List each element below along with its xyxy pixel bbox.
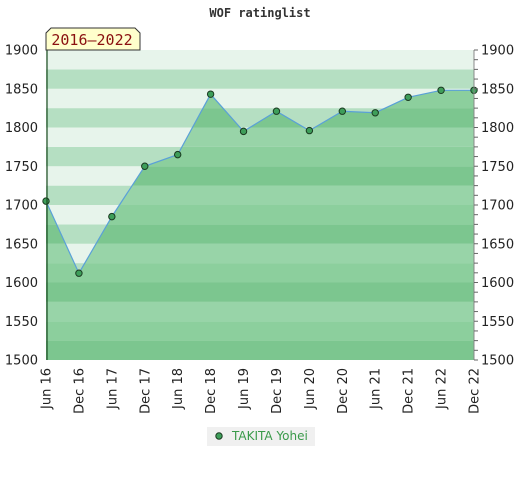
y-tick-label: 1650 [481, 237, 514, 252]
data-point-dec-17 [141, 162, 149, 170]
y-tick-label: 1600 [5, 276, 38, 291]
data-point-jun-16 [42, 197, 50, 205]
data-point-jun-18 [173, 150, 182, 159]
background-band [46, 69, 474, 89]
x-tick-label: Jun 21 [369, 368, 384, 410]
y-tick-label: 1850 [5, 82, 38, 97]
x-tick-label: Jun 18 [171, 368, 186, 410]
data-point-jun-17 [108, 212, 116, 221]
y-tick-label: 1800 [481, 121, 514, 136]
y-tick-label: 1700 [481, 199, 514, 214]
area-fill-band [46, 340, 474, 360]
legend: TAKITA Yohei [207, 427, 315, 446]
area-fill-band [46, 166, 474, 186]
axes [46, 49, 478, 361]
period-badge-text: 2016–2022 [51, 31, 132, 49]
data-point-jun-22 [437, 86, 445, 95]
y-tick-label: 1750 [5, 160, 38, 175]
chart-title: WOF ratinglist [209, 6, 310, 20]
data-point-dec-19 [272, 107, 281, 115]
y-tick-label: 1700 [5, 199, 38, 214]
x-tick-label: Dec 19 [270, 368, 285, 414]
x-tick-label: Dec 18 [204, 368, 219, 414]
area-fill-band [46, 263, 474, 283]
y-tick-label: 1650 [5, 237, 38, 252]
y-tick-label: 1900 [481, 44, 514, 59]
legend-box [207, 427, 315, 446]
x-tick-label: Jun 20 [303, 368, 318, 410]
area-fill-band [46, 205, 474, 225]
area-fill-band [46, 243, 474, 264]
x-axis: Jun 16 Dec 16 Jun 17 Dec 17 Jun 18 Dec 18 Jun … [40, 368, 483, 414]
y-tick-label: 1800 [5, 121, 38, 136]
area-fill-band [46, 282, 474, 302]
x-tick-label: Dec 16 [72, 368, 87, 414]
background-band [46, 88, 474, 109]
x-tick-label: Jun 22 [435, 368, 450, 410]
data-point-dec-20 [338, 107, 347, 115]
x-tick-label: Dec 20 [336, 368, 351, 414]
x-tick-label: Dec 22 [468, 368, 483, 414]
x-tick-label: Dec 21 [402, 368, 417, 414]
x-tick-label: Jun 16 [40, 368, 55, 410]
period-badge-box [45, 27, 141, 51]
data-point-jun-20 [305, 126, 314, 135]
x-tick-label: Jun 19 [237, 368, 252, 410]
legend-label: TAKITA Yohei [231, 429, 308, 443]
x-tick-label: Dec 17 [138, 368, 153, 414]
data-point-dec-18 [206, 90, 215, 98]
y-tick-label: 1500 [5, 354, 38, 369]
y-axis-left: 1500 1550 1600 1650 1700 1750 1800 1850 1900 [5, 44, 38, 369]
series-markers [42, 86, 478, 277]
y-tick-label: 1900 [5, 44, 38, 59]
area-fill-band [46, 321, 474, 341]
data-point-dec-21 [404, 93, 412, 101]
data-point-jun-21 [371, 109, 379, 117]
legend-marker-icon [215, 432, 223, 440]
area-fill-band [46, 224, 474, 244]
y-tick-label: 1550 [481, 315, 514, 330]
y-axis-right: 1500 1550 1600 1650 1700 1750 1800 1850 1900 [481, 44, 514, 369]
series-line [45, 89, 474, 275]
y-tick-label: 1600 [481, 276, 514, 291]
y-tick-label: 1550 [5, 315, 38, 330]
area-fill-band [46, 301, 474, 322]
y-tick-label: 1750 [481, 160, 514, 175]
background-band [46, 50, 474, 70]
y-tick-label: 1850 [481, 82, 514, 97]
period-badge: 2016–2022 [45, 27, 141, 51]
data-point-jun-19 [239, 127, 248, 136]
data-point-dec-16 [75, 269, 83, 277]
y-tick-label: 1500 [481, 354, 514, 369]
x-tick-label: Jun 17 [105, 368, 120, 410]
area-fill-band [46, 185, 474, 205]
